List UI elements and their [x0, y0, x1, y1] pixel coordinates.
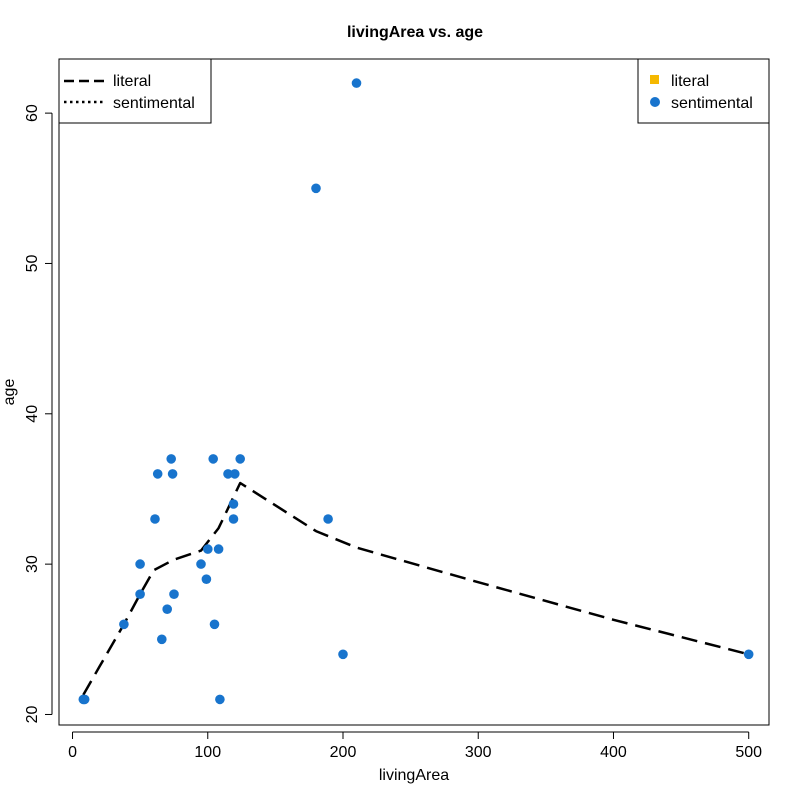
data-point [743, 649, 754, 660]
y-tick-label: 20 [24, 705, 41, 723]
axes: 0 100 200 300 400 500 20 30 40 50 60 [24, 104, 762, 761]
data-point [338, 649, 348, 660]
data-point [135, 589, 145, 599]
data-point [79, 694, 90, 705]
line-legend-box [58, 58, 212, 124]
line-legend: literal sentimental [58, 58, 212, 124]
smoothing-line-layer [82, 481, 750, 696]
y-tick-label: 30 [24, 555, 41, 573]
series-line-literal [82, 481, 750, 696]
legend-label-literal-line: literal [113, 73, 151, 90]
data-point [162, 604, 172, 614]
data-point [228, 499, 239, 509]
y-tick-label: 50 [24, 254, 41, 272]
data-point [135, 559, 145, 569]
data-point [235, 454, 245, 464]
x-tick-label: 100 [194, 744, 221, 761]
data-point [203, 544, 213, 554]
legend-square-swatch [650, 75, 659, 84]
data-point [228, 514, 239, 524]
data-point [323, 514, 333, 524]
x-axis-label: livingArea [379, 767, 449, 784]
legend-label-sentimental-point: sentimental [671, 95, 753, 112]
x-tick-label: 300 [465, 744, 492, 761]
legend-circle-swatch [650, 97, 660, 107]
point-legend: literal sentimental [637, 58, 770, 124]
data-point [311, 183, 321, 194]
points-layer [78, 78, 754, 705]
data-point [150, 514, 160, 524]
data-point [213, 544, 224, 554]
plot-frame [58, 58, 770, 726]
x-tick-label: 0 [68, 744, 77, 761]
data-point [223, 469, 233, 479]
data-point [201, 574, 212, 584]
point-legend-box [637, 58, 770, 124]
data-point [351, 78, 362, 88]
y-axis-label: age [1, 379, 18, 406]
data-point [167, 469, 178, 479]
data-point [169, 589, 179, 599]
legend-label-literal-point: literal [671, 73, 709, 90]
y-tick-label: 40 [24, 405, 41, 423]
chart-title: livingArea vs. age [347, 24, 483, 41]
data-point [208, 454, 218, 464]
y-tick-label: 60 [24, 104, 41, 122]
legend-label-sentimental-line: sentimental [113, 95, 195, 112]
x-tick-label: 500 [735, 744, 762, 761]
data-point [119, 619, 129, 630]
data-point [152, 469, 163, 479]
data-point [166, 454, 176, 464]
data-point [196, 559, 206, 569]
data-point [230, 469, 240, 479]
data-point [209, 619, 220, 630]
data-point [215, 694, 225, 705]
x-tick-label: 200 [330, 744, 357, 761]
x-tick-label: 400 [600, 744, 627, 761]
data-point [157, 634, 167, 645]
